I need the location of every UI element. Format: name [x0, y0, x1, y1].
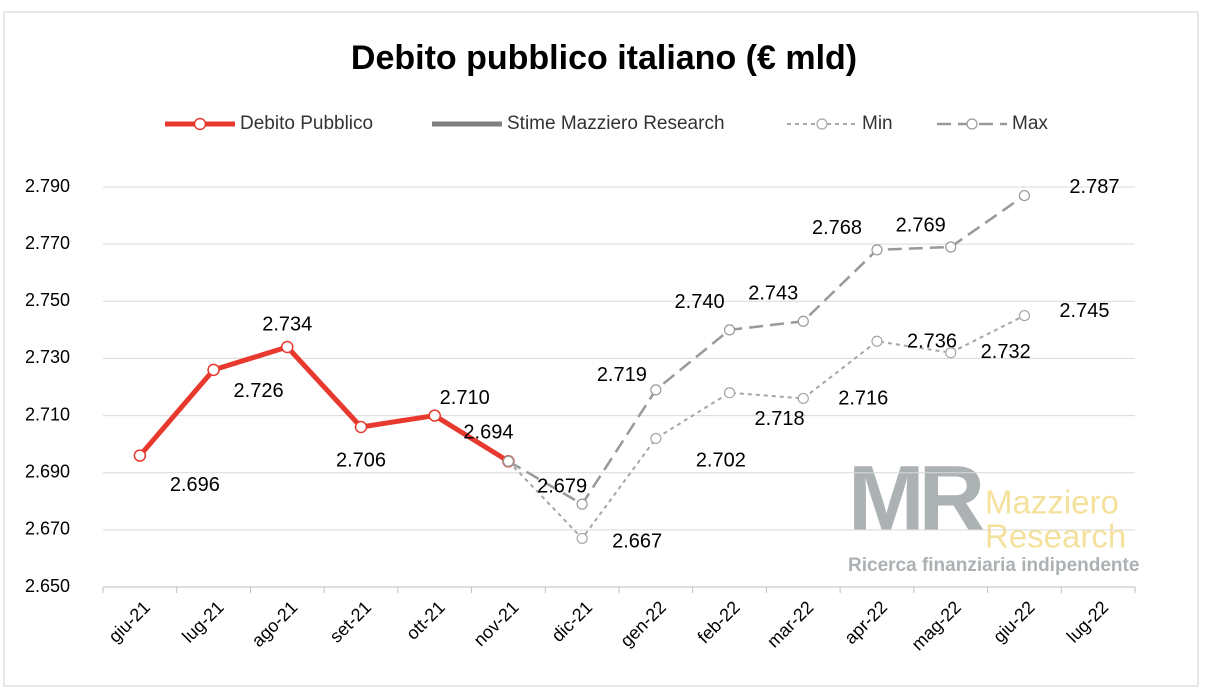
series-line	[137, 344, 510, 464]
data-label: 2.768	[812, 217, 862, 239]
data-point	[354, 420, 368, 434]
data-label: 2.736	[907, 331, 957, 353]
data-label: 2.679	[537, 475, 587, 497]
data-label: 2.667	[612, 531, 662, 553]
legend-label: Max	[1012, 113, 1048, 134]
y-tick-label: 2.750	[25, 290, 70, 310]
data-label: 2.732	[981, 341, 1031, 363]
data-label: 2.719	[597, 364, 647, 386]
watermark-name: Research	[985, 518, 1126, 555]
data-label: 2.694	[463, 422, 513, 444]
data-point	[1018, 309, 1031, 322]
data-label: 2.745	[1059, 300, 1109, 322]
legend-marker	[816, 118, 828, 130]
data-point	[871, 335, 883, 347]
data-point	[133, 449, 147, 462]
data-point	[1018, 189, 1031, 202]
series: 2.696 2.726 2.734 2.706 2.710 2.694	[133, 313, 515, 496]
y-tick-label: 2.650	[25, 576, 70, 596]
legend-label: Debito Pubblico	[240, 113, 373, 134]
data-point	[428, 409, 441, 422]
data-label: 2.726	[234, 380, 284, 402]
watermark: MR Mazziero Research Ricerca finanziaria…	[848, 447, 1139, 576]
data-label: 2.740	[675, 291, 725, 313]
data-point	[281, 340, 294, 354]
data-label: 2.718	[755, 408, 805, 430]
y-tick-label: 2.690	[25, 461, 70, 481]
legend-marker	[193, 117, 207, 131]
y-tick-label: 2.710	[25, 404, 70, 424]
data-point	[576, 532, 588, 545]
data-point	[650, 432, 662, 445]
data-label: 2.769	[896, 214, 946, 236]
watermark-tagline: Ricerca finanziaria indipendente	[848, 555, 1139, 576]
data-label: 2.734	[262, 313, 312, 335]
data-point	[650, 384, 662, 396]
chart-title: Debito pubblico italiano (€ mld)	[351, 39, 857, 77]
legend-marker	[966, 118, 978, 130]
series-line	[507, 194, 1026, 506]
data-point	[797, 315, 809, 327]
data-point	[576, 498, 588, 510]
y-tick-label: 2.670	[25, 519, 70, 539]
data-label: 2.710	[440, 387, 490, 409]
series-line	[507, 314, 1025, 540]
data-label: 2.702	[696, 450, 746, 472]
watermark-name: Mazziero	[985, 484, 1119, 521]
series: 2.667 2.702 2.718 2.716 2.736 2.732 2.745	[502, 300, 1109, 553]
legend-label: Min	[862, 113, 893, 134]
data-point	[502, 455, 515, 467]
data-label: 2.787	[1069, 176, 1119, 198]
data-label: 2.716	[838, 388, 888, 410]
data-label: 2.743	[748, 283, 798, 305]
watermark-logo: MR	[848, 447, 984, 549]
y-tick-label: 2.790	[25, 176, 70, 196]
data-point	[945, 347, 957, 359]
data-point	[871, 244, 883, 256]
series: 2.679 2.719 2.740 2.743 2.768 2.769 2.787	[502, 176, 1119, 510]
y-tick-label: 2.770	[25, 233, 70, 253]
data-point	[945, 241, 957, 253]
data-label: 2.706	[336, 449, 386, 471]
data-point	[207, 363, 220, 377]
data-point	[723, 324, 736, 336]
data-point	[723, 387, 736, 399]
data-point	[797, 392, 809, 405]
y-tick-label: 2.730	[25, 347, 70, 367]
legend-label: Stime Mazziero Research	[507, 113, 725, 134]
data-label: 2.696	[170, 474, 220, 496]
